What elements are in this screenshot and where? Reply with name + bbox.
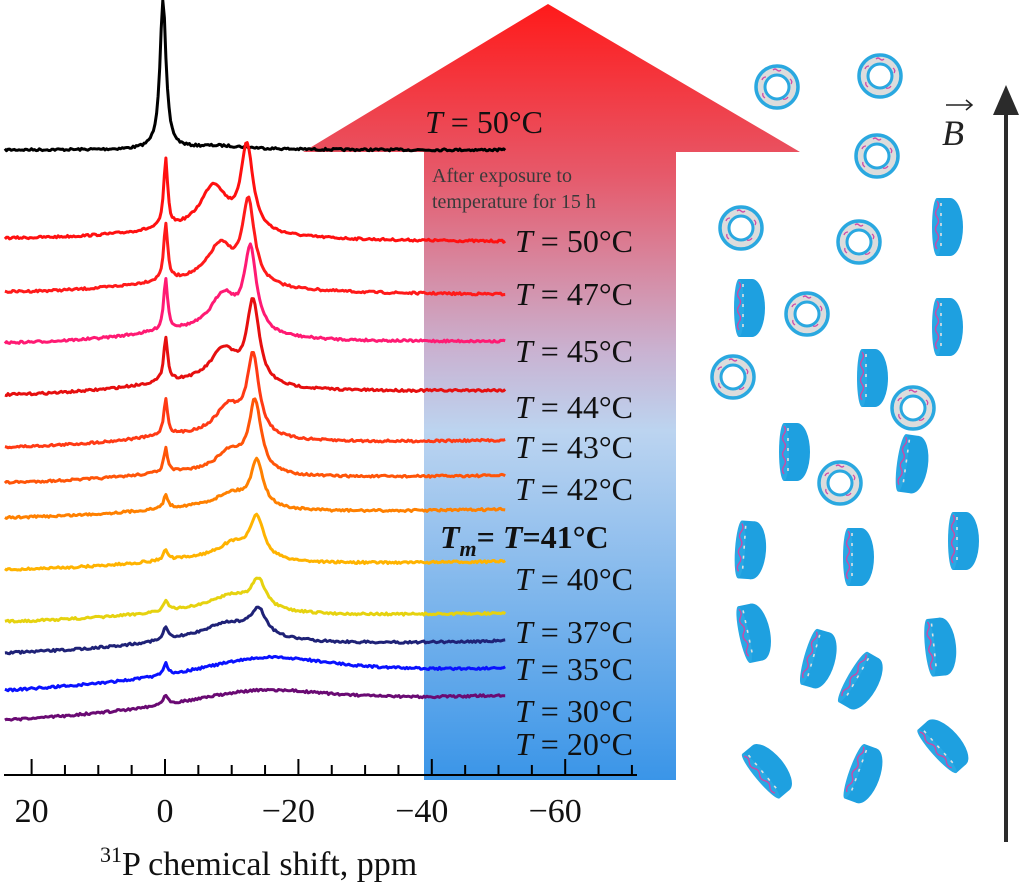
field-arrow-head-icon	[993, 85, 1019, 115]
x-axis-label-main: P chemical shift, ppm	[122, 846, 417, 883]
x-axis: 20 0 −20 −40 −60	[4, 759, 637, 830]
bicelle-disc	[778, 422, 811, 482]
series-label: T = 47°C	[515, 276, 633, 312]
bicelle-disc	[856, 348, 889, 408]
temperature-arrow	[303, 4, 800, 780]
series-label: T = 45°C	[515, 333, 633, 369]
bicelle-disc	[892, 432, 933, 497]
vesicle-ring	[854, 133, 900, 179]
bicelle-disc	[795, 626, 844, 693]
field-label: B	[942, 113, 964, 153]
spectrum-trace	[4, 297, 507, 398]
spectrum-trace	[4, 654, 506, 693]
vesicle-ring	[817, 460, 863, 506]
bicelle-disc	[921, 615, 960, 679]
series-label: T = 20°C	[515, 726, 633, 762]
field-vector-arrowhead-icon	[965, 99, 974, 111]
series-label: T = 35°C	[515, 651, 633, 687]
spectrum-trace	[3, 141, 507, 244]
magnetic-field-arrow: B	[942, 85, 1019, 842]
series-label: T = 37°C	[515, 614, 633, 650]
vesicle-ring	[836, 219, 882, 265]
bicelle-disc	[833, 648, 891, 716]
spectrum-trace	[4, 605, 506, 656]
series-label: T = 42°C	[515, 471, 633, 507]
spectrum-trace	[3, 0, 507, 153]
bicelle-disc	[839, 741, 890, 809]
spectrum-trace	[4, 512, 507, 572]
series-label: T = 50°C	[515, 223, 633, 259]
vesicle-ring	[857, 53, 903, 99]
bicelle-disc	[913, 711, 977, 778]
x-axis-ticks	[30, 759, 633, 775]
x-tick-label: 20	[15, 793, 49, 830]
bicelle-illustration	[710, 53, 980, 809]
vesicle-ring	[718, 205, 764, 251]
bicelle-disc	[931, 297, 964, 357]
series-label: T = 44°C	[515, 389, 633, 425]
spectrum-trace	[4, 687, 506, 722]
x-tick-label: 0	[157, 793, 174, 830]
series-label: T = 50°C	[425, 104, 543, 140]
spectrum-trace	[4, 195, 506, 297]
vesicle-ring	[784, 291, 830, 337]
x-axis-label-superscript: 31	[100, 842, 122, 867]
series-label: Tm= T=41°C	[440, 519, 609, 561]
spectrum-trace	[3, 242, 506, 345]
x-tick-label: −60	[529, 793, 582, 830]
vesicle-ring	[890, 385, 936, 431]
series-labels: T = 50°C T = 50°C T = 47°C T = 45°C T = 44°C…	[425, 104, 633, 762]
x-tick-label: −40	[395, 793, 448, 830]
bicelle-disc	[733, 278, 766, 338]
spectrum-trace	[4, 576, 507, 624]
spectrum-trace	[4, 351, 506, 450]
bicelle-disc	[732, 519, 769, 581]
bicelle-disc	[737, 736, 801, 803]
exposure-note: After exposure to temperature for 15 h	[432, 165, 596, 213]
series-label: T = 43°C	[515, 429, 633, 465]
series-label: T = 30°C	[515, 693, 633, 729]
spectrum-trace	[3, 397, 506, 485]
bicelle-disc	[931, 197, 964, 257]
series-label: T = 40°C	[515, 561, 633, 597]
exposure-note-line-2: temperature for 15 h	[432, 191, 596, 213]
temperature-arrow-shape	[303, 4, 800, 780]
vesicle-ring	[754, 64, 800, 110]
spectra-group	[3, 0, 507, 722]
x-axis-tick-labels: 20 0 −20 −40 −60	[15, 793, 582, 830]
x-axis-label: 31P chemical shift, ppm	[100, 842, 417, 883]
bicelle-disc	[732, 600, 777, 665]
x-tick-label: −20	[262, 793, 315, 830]
exposure-note-line-1: After exposure to	[432, 165, 572, 187]
bicelle-disc	[947, 511, 980, 571]
vesicle-ring	[710, 354, 756, 400]
bicelle-disc	[842, 527, 875, 587]
spectrum-trace	[4, 456, 506, 520]
